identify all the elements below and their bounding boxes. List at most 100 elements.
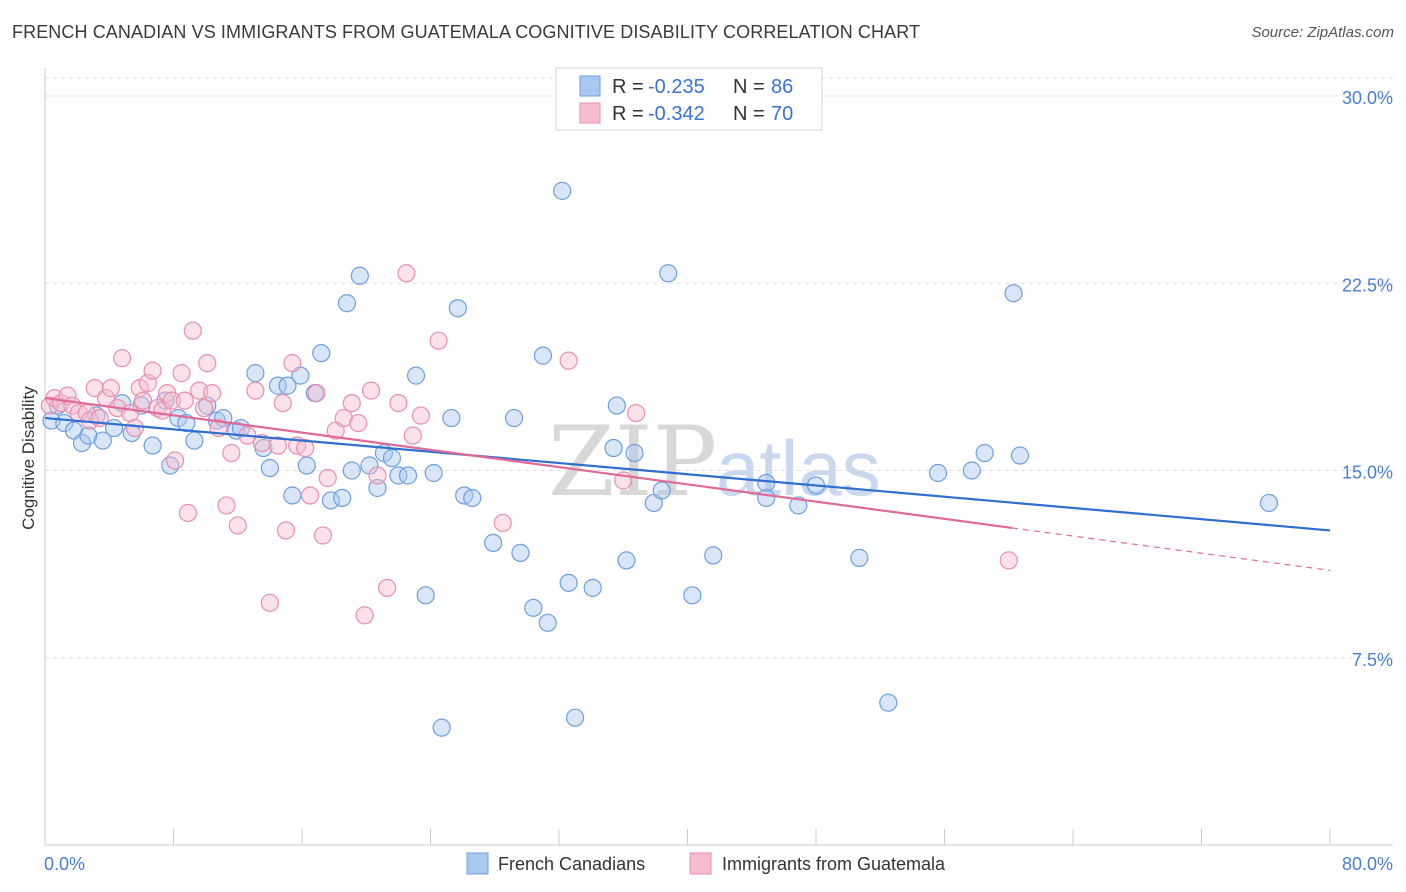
point-french-canadian: [604, 438, 623, 458]
point-french-canadian: [283, 486, 302, 505]
point-french-canadian: [683, 586, 702, 605]
point-guatemala: [246, 381, 265, 400]
point-guatemala: [194, 398, 214, 418]
point-guatemala: [178, 503, 198, 523]
y-tick-label: 7.5%: [1352, 650, 1393, 670]
point-french-canadian: [442, 408, 461, 428]
bottom-legend-label-1: French Canadians: [498, 854, 645, 874]
point-french-canadian: [143, 436, 162, 455]
point-guatemala: [183, 321, 202, 340]
point-guatemala: [133, 391, 153, 410]
trendline-guatemala: [44, 397, 1013, 530]
y-axis-title: Cognitive Disability: [19, 386, 38, 530]
chart-title: FRENCH CANADIAN VS IMMIGRANTS FROM GUATE…: [12, 22, 921, 42]
point-guatemala: [121, 403, 140, 423]
point-french-canadian: [368, 478, 387, 498]
point-guatemala: [172, 364, 191, 383]
point-french-canadian: [260, 458, 279, 478]
point-french-canadian: [337, 294, 357, 313]
point-french-canadian: [504, 408, 524, 428]
point-french-canadian: [406, 366, 426, 385]
legend-n-value-1: 86: [771, 76, 793, 98]
point-french-canadian: [757, 473, 776, 493]
point-guatemala: [361, 381, 381, 400]
point-french-canadian: [533, 346, 553, 365]
y-tick-label: 30.0%: [1342, 88, 1393, 108]
watermark: ZIP atlas: [548, 406, 881, 518]
point-french-canadian: [398, 466, 418, 485]
point-guatemala: [296, 438, 315, 458]
point-french-canadian: [246, 364, 265, 383]
point-french-canadian: [416, 586, 435, 605]
legend-n-value-2: 70: [771, 103, 793, 125]
legend-r-label-2: R =: [612, 103, 644, 125]
bottom-legend-swatch-blue: [466, 852, 489, 875]
point-guatemala: [429, 331, 448, 350]
point-guatemala: [125, 418, 145, 438]
point-guatemala: [175, 391, 194, 410]
point-guatemala: [307, 384, 326, 403]
point-french-canadian: [342, 461, 361, 480]
point-guatemala: [342, 393, 361, 413]
point-french-canadian: [312, 344, 331, 363]
point-guatemala: [162, 391, 181, 410]
point-guatemala: [397, 264, 416, 283]
point-french-canadian: [432, 718, 451, 737]
point-guatemala: [349, 413, 368, 433]
point-french-canadian: [511, 543, 530, 562]
point-french-canadian: [93, 431, 112, 450]
point-guatemala: [318, 468, 337, 488]
bottom-legend: French Canadians Immigrants from Guatema…: [466, 852, 946, 875]
point-french-canadian: [607, 396, 626, 415]
point-guatemala: [112, 349, 132, 368]
point-french-canadian: [850, 548, 869, 567]
point-french-canadian: [789, 496, 808, 515]
point-french-canadian: [524, 598, 543, 617]
axis-layer: 7.5% 15.0% 22.5% 30.0% 0.0% 80.0%: [44, 68, 1393, 874]
point-french-canadian: [333, 488, 352, 508]
point-french-canadian: [704, 546, 723, 565]
source-label: Source: ZipAtlas.com: [1251, 24, 1394, 41]
legend-n-label-1: N =: [733, 76, 765, 98]
point-french-canadian: [321, 491, 341, 510]
point-guatemala: [626, 403, 646, 423]
watermark-zip: ZIP: [548, 406, 717, 518]
point-french-canadian: [538, 613, 557, 632]
point-guatemala: [559, 351, 578, 370]
point-french-canadian: [463, 488, 482, 508]
point-guatemala: [143, 361, 162, 380]
point-french-canadian: [652, 481, 671, 500]
point-french-canadian: [1259, 493, 1279, 513]
legend-r-label-1: R =: [612, 76, 644, 98]
point-french-canadian: [553, 181, 572, 200]
y-tick-label: 22.5%: [1342, 275, 1393, 295]
point-french-canadian: [484, 533, 503, 553]
point-guatemala: [313, 526, 332, 545]
trend-layer: [44, 397, 1331, 571]
point-guatemala: [389, 393, 408, 413]
point-french-canadian: [625, 443, 644, 463]
point-french-canadian: [559, 573, 578, 592]
point-french-canadian: [879, 693, 898, 712]
point-guatemala: [222, 443, 241, 463]
x-tick-label-max: 80.0%: [1342, 854, 1393, 874]
bottom-legend-label-2: Immigrants from Guatemala: [722, 854, 946, 874]
legend-swatch-pink: [579, 102, 601, 124]
point-french-canadian: [278, 376, 297, 395]
point-guatemala: [283, 354, 302, 373]
bottom-legend-swatch-pink: [689, 852, 712, 875]
legend-swatch-blue: [579, 75, 601, 97]
point-french-canadian: [424, 463, 443, 483]
point-guatemala: [493, 513, 512, 533]
trendline-french-canadians: [44, 416, 1331, 532]
point-guatemala: [217, 496, 236, 515]
point-french-canadian: [389, 466, 408, 485]
point-guatemala: [411, 406, 430, 425]
point-french-canadian: [104, 418, 124, 438]
point-guatemala: [198, 354, 217, 373]
point-guatemala: [166, 451, 185, 470]
points-layer: [40, 99, 1279, 737]
trendline-guatemala-extension: [1011, 527, 1331, 571]
point-french-canadian: [79, 426, 98, 445]
point-french-canadian: [565, 708, 585, 727]
